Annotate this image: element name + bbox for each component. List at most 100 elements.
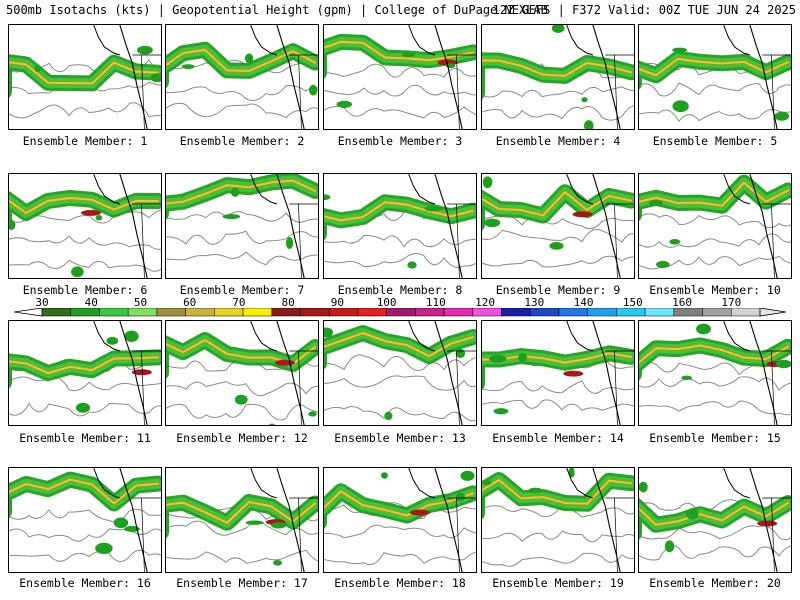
alaska-coast — [250, 468, 278, 499]
colorbar-tick-label: 140 — [573, 296, 594, 309]
alaska-coast — [723, 468, 751, 499]
ensemble-panel — [165, 320, 319, 426]
height-contour — [639, 255, 791, 270]
member-map — [166, 321, 318, 425]
colorbar-swatch — [242, 308, 273, 317]
jet-isotach-band — [166, 48, 316, 72]
isotach-patch — [124, 525, 140, 532]
height-contour — [482, 228, 634, 243]
member-map — [639, 321, 791, 425]
height-contour — [166, 381, 318, 397]
member-map — [324, 25, 476, 129]
colorbar-swatch — [70, 308, 100, 317]
isotach-patch — [285, 237, 294, 249]
header: 500mb Isotachs (kts) | Geopotential Heig… — [6, 3, 796, 21]
colorbar-swatch — [214, 308, 244, 317]
height-contour — [324, 354, 476, 371]
height-contour — [324, 253, 476, 268]
isotach-patch — [460, 470, 475, 481]
isotach-patch — [309, 84, 318, 96]
height-contour — [482, 105, 634, 121]
member-caption: Ensemble Member: 19 — [492, 576, 624, 590]
height-contour — [9, 528, 161, 542]
alaska-coast — [723, 321, 751, 352]
colorbar-swatch — [127, 308, 158, 317]
isotach-patch — [696, 323, 711, 335]
state-borders — [289, 497, 318, 572]
state-borders — [447, 203, 476, 278]
state-borders — [605, 497, 634, 572]
state-borders — [289, 203, 318, 278]
colorbar-swatch — [673, 308, 703, 317]
colorbar-swatch — [587, 308, 617, 317]
isotach-patch — [424, 206, 443, 212]
member-caption: Ensemble Member: 2 — [179, 134, 305, 148]
jet-core — [572, 211, 593, 218]
height-contour — [9, 209, 161, 224]
height-contour — [324, 375, 476, 391]
colorbar-swatch — [731, 308, 761, 317]
ensemble-panel — [323, 320, 477, 426]
colorbar-labels: 30 40 50 60 70 80 90 100 110 120 130 140 150 160 170 — [14, 296, 786, 309]
isotach-patch — [649, 199, 663, 207]
jet-core — [131, 369, 152, 376]
height-contour — [482, 530, 634, 543]
member-caption: Ensemble Member: 20 — [649, 576, 781, 590]
jet-isotach-band — [639, 181, 789, 207]
ensemble-panel — [8, 173, 162, 279]
height-contour — [482, 86, 634, 98]
state-borders — [132, 497, 161, 572]
height-contour — [166, 230, 318, 245]
isotach-patch — [268, 423, 276, 425]
height-contour — [324, 105, 476, 119]
colorbar-swatch — [415, 308, 445, 317]
state-borders — [132, 350, 161, 425]
height-contour — [324, 406, 476, 422]
isotach-patch — [518, 352, 527, 362]
member-map — [639, 174, 791, 278]
alaska-coast — [566, 174, 594, 205]
colorbar-swatch — [185, 308, 215, 317]
isotach-patch — [244, 53, 254, 64]
jet-isotach-band — [639, 57, 789, 77]
height-contour — [166, 211, 318, 223]
colorbar-swatch — [328, 308, 359, 317]
isotach-patch — [336, 100, 353, 108]
isotach-patch — [482, 176, 493, 189]
member-caption: Ensemble Member: 10 — [649, 283, 781, 297]
height-contour — [324, 235, 476, 248]
member-caption: Ensemble Member: 6 — [22, 283, 148, 297]
jet-core — [81, 209, 102, 216]
height-contour — [482, 552, 634, 567]
isotach-patch — [672, 47, 688, 53]
member-map — [324, 321, 476, 425]
jet-isotach-band — [324, 490, 474, 517]
isotach-patch — [455, 492, 466, 502]
isotach-patch — [681, 375, 693, 380]
height-contour — [166, 549, 318, 564]
alaska-coast — [566, 25, 594, 56]
coastline — [434, 25, 463, 129]
colorbar-swatch — [558, 308, 588, 317]
isotach-patch — [549, 242, 564, 250]
height-contour — [9, 376, 161, 392]
colorbar-tick-label: 100 — [376, 296, 397, 309]
member-caption: Ensemble Member: 7 — [179, 283, 305, 297]
member-caption: Ensemble Member: 14 — [492, 431, 624, 445]
ensemble-panel — [8, 467, 162, 573]
jet-isotach-band — [9, 196, 159, 214]
jet-isotach-band — [166, 501, 316, 524]
alaska-coast — [93, 25, 121, 56]
member-caption: Ensemble Member: 17 — [176, 576, 308, 590]
jet-isotach-band — [9, 478, 159, 505]
height-contour — [166, 403, 318, 421]
height-contour — [9, 102, 161, 119]
jet-isotach-band — [482, 352, 632, 364]
isotach-patch — [324, 327, 334, 338]
height-contour — [9, 402, 161, 417]
isotach-patch — [656, 260, 670, 269]
isotach-patch — [181, 64, 195, 70]
jet-core — [757, 520, 778, 527]
member-caption: Ensemble Member: 1 — [22, 134, 148, 148]
isotach-patch — [774, 111, 790, 121]
